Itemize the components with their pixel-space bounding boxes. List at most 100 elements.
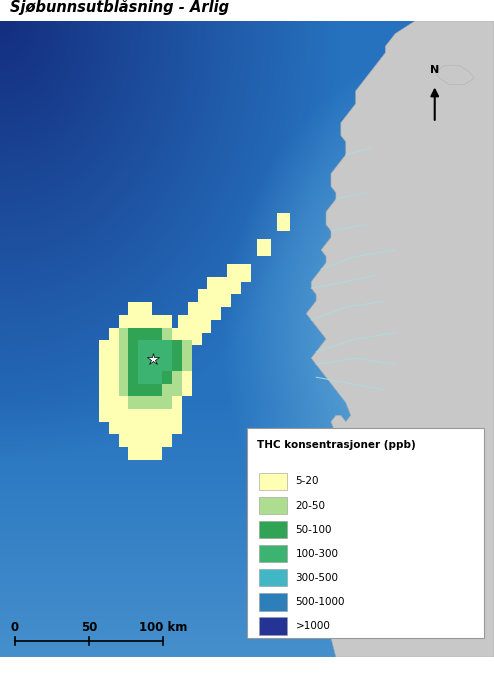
Bar (138, 366, 152, 384)
Bar (138, 366, 152, 384)
Bar (119, 391, 132, 409)
Bar (148, 353, 162, 370)
Bar (99, 353, 113, 370)
Bar (158, 391, 172, 409)
Bar (128, 366, 142, 384)
Bar (99, 378, 113, 396)
Bar (119, 353, 132, 370)
Bar (227, 277, 241, 294)
Bar (148, 429, 162, 447)
Bar (168, 366, 182, 384)
Bar (178, 378, 192, 396)
Bar (138, 353, 152, 370)
Bar (148, 404, 162, 421)
Text: 20-50: 20-50 (295, 500, 326, 510)
Bar (138, 366, 152, 384)
Bar (138, 302, 152, 320)
Bar (119, 366, 132, 384)
Bar (128, 378, 142, 396)
Bar (109, 391, 123, 409)
Bar (168, 378, 182, 396)
Bar (128, 417, 142, 435)
Bar (178, 353, 192, 370)
Bar (207, 289, 221, 308)
Bar (158, 315, 172, 333)
Bar (109, 417, 123, 435)
Bar (109, 378, 123, 396)
Bar (148, 353, 162, 370)
Bar (158, 340, 172, 358)
Bar (259, 617, 287, 635)
Bar (259, 593, 287, 610)
Bar (148, 366, 162, 384)
Bar (119, 404, 132, 421)
Bar (138, 340, 152, 358)
Bar (158, 366, 172, 384)
Bar (138, 404, 152, 421)
Bar (168, 353, 182, 370)
Bar (148, 340, 162, 358)
Bar (148, 340, 162, 358)
Bar (168, 391, 182, 409)
Bar (217, 277, 231, 294)
Bar (128, 366, 142, 384)
Bar (168, 340, 182, 358)
Bar (138, 429, 152, 447)
Bar (178, 366, 192, 384)
Bar (109, 404, 123, 421)
Bar (138, 328, 152, 345)
Bar (138, 353, 152, 370)
Bar (259, 473, 287, 490)
Bar (188, 302, 202, 320)
Bar (168, 353, 182, 370)
Bar (138, 391, 152, 409)
Bar (128, 353, 142, 370)
Bar (148, 366, 162, 384)
Bar (148, 328, 162, 345)
Bar (168, 340, 182, 358)
Bar (178, 328, 192, 345)
Bar (128, 378, 142, 396)
Bar (138, 366, 152, 384)
Bar (128, 340, 142, 358)
Bar (277, 213, 290, 231)
Bar (158, 353, 172, 370)
Bar (138, 378, 152, 396)
Bar (158, 366, 172, 384)
Bar (148, 315, 162, 333)
Bar (158, 378, 172, 396)
Bar (158, 429, 172, 447)
Text: 5-20: 5-20 (295, 477, 319, 487)
Bar (138, 328, 152, 345)
Bar (148, 391, 162, 409)
Bar (128, 391, 142, 409)
Bar (128, 328, 142, 345)
Bar (158, 378, 172, 396)
Bar (178, 353, 192, 370)
Bar (138, 378, 152, 396)
Bar (259, 545, 287, 563)
Bar (119, 417, 132, 435)
Bar (128, 328, 142, 345)
Bar (119, 353, 132, 370)
Bar (128, 404, 142, 421)
Bar (188, 315, 202, 333)
Text: 100 km: 100 km (139, 621, 187, 633)
Bar (158, 353, 172, 370)
Bar (148, 442, 162, 460)
Bar (119, 429, 132, 447)
Bar (158, 353, 172, 370)
Bar (99, 391, 113, 409)
Text: N: N (430, 65, 439, 75)
Bar (168, 366, 182, 384)
Bar (158, 328, 172, 345)
Bar (158, 391, 172, 409)
Bar (138, 340, 152, 358)
Bar (119, 328, 132, 345)
Bar (128, 429, 142, 447)
Bar (109, 340, 123, 358)
Bar (138, 417, 152, 435)
Bar (138, 328, 152, 345)
Bar (119, 328, 132, 345)
Bar (178, 340, 192, 358)
